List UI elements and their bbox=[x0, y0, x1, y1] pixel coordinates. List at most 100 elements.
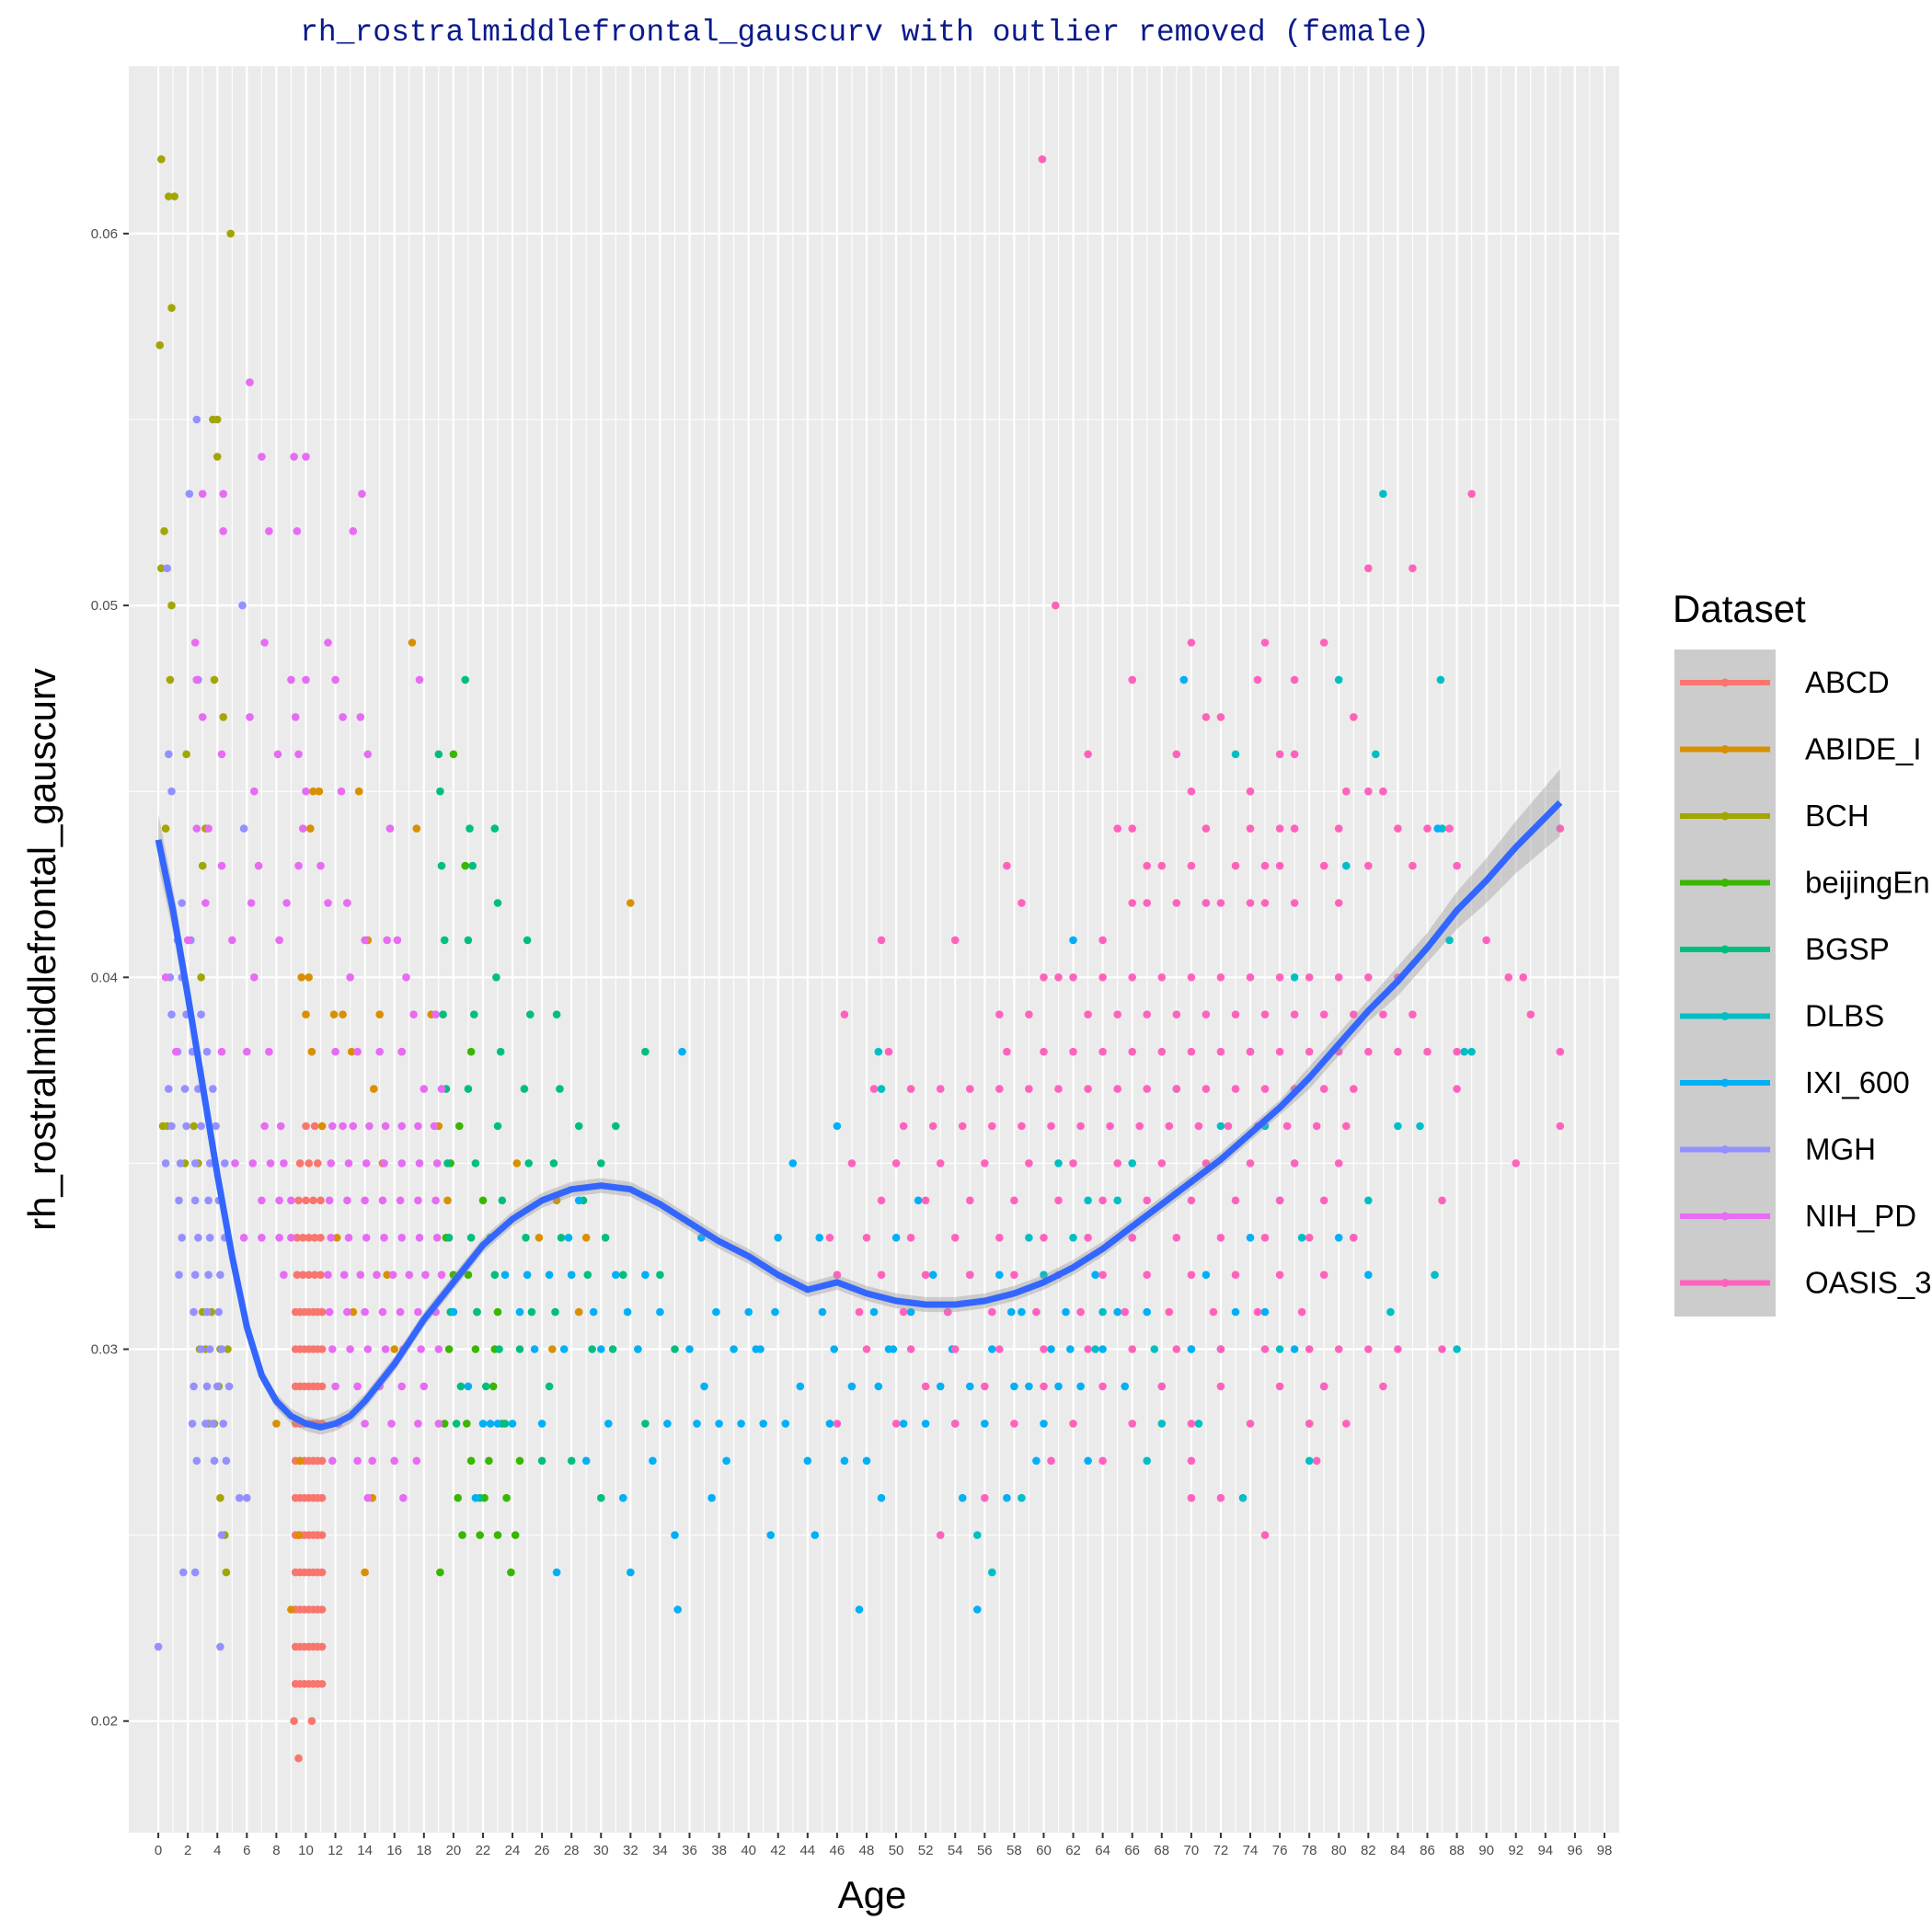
data-point bbox=[1305, 973, 1314, 982]
legend-title: Dataset bbox=[1673, 587, 1806, 630]
data-point bbox=[437, 861, 446, 870]
data-point bbox=[1512, 1159, 1520, 1167]
data-point bbox=[537, 1456, 546, 1466]
data-point bbox=[1290, 1010, 1299, 1018]
data-point bbox=[589, 1307, 598, 1317]
legend-item: beijingEn bbox=[1680, 866, 1930, 900]
data-point bbox=[1084, 1085, 1092, 1093]
data-point bbox=[476, 1531, 484, 1539]
data-point bbox=[1342, 1121, 1351, 1131]
data-point bbox=[564, 1234, 573, 1242]
data-point bbox=[588, 1345, 596, 1353]
x-tick-label: 32 bbox=[623, 1843, 638, 1858]
data-point bbox=[1246, 1234, 1255, 1242]
data-point bbox=[317, 1493, 327, 1502]
data-point bbox=[182, 1121, 190, 1131]
data-point bbox=[192, 824, 201, 833]
y-tick-label: 0.04 bbox=[91, 970, 118, 985]
data-point bbox=[1453, 1085, 1461, 1093]
data-point bbox=[1076, 1382, 1085, 1391]
data-point bbox=[502, 1493, 511, 1502]
x-tick-label: 50 bbox=[889, 1843, 904, 1858]
data-point bbox=[899, 1420, 908, 1428]
data-point bbox=[473, 1307, 481, 1317]
data-point bbox=[527, 1307, 536, 1317]
data-point bbox=[549, 1159, 558, 1167]
x-tick-label: 20 bbox=[446, 1843, 462, 1858]
legend-label: ABIDE_I bbox=[1805, 732, 1922, 766]
data-point bbox=[293, 1234, 302, 1242]
data-point bbox=[847, 1159, 857, 1167]
data-point bbox=[204, 1271, 213, 1279]
data-point bbox=[1106, 1121, 1114, 1131]
data-point bbox=[1157, 861, 1167, 870]
data-point bbox=[204, 1196, 213, 1205]
data-point bbox=[317, 1121, 327, 1131]
data-point bbox=[440, 1420, 449, 1428]
data-point bbox=[774, 1234, 782, 1242]
data-point bbox=[258, 1196, 266, 1205]
data-point bbox=[511, 1531, 520, 1539]
data-point bbox=[226, 229, 235, 238]
x-tick-label: 88 bbox=[1449, 1843, 1465, 1858]
data-point bbox=[276, 1121, 285, 1131]
data-point bbox=[1121, 1382, 1129, 1391]
data-point bbox=[1091, 1345, 1099, 1353]
data-point bbox=[217, 750, 226, 759]
data-point bbox=[855, 1605, 864, 1614]
data-point bbox=[1194, 1420, 1203, 1428]
data-point bbox=[254, 861, 263, 870]
data-point bbox=[1319, 1085, 1328, 1093]
data-point bbox=[1246, 1047, 1255, 1056]
data-point bbox=[950, 1420, 960, 1428]
data-point bbox=[464, 936, 473, 945]
data-point bbox=[444, 1345, 454, 1353]
legend-key-point bbox=[1720, 1212, 1730, 1221]
data-point bbox=[317, 1531, 327, 1539]
data-point bbox=[1231, 1196, 1240, 1205]
data-point bbox=[180, 1085, 190, 1093]
data-point bbox=[396, 1196, 405, 1205]
data-point bbox=[966, 1271, 974, 1279]
data-point bbox=[1216, 1234, 1225, 1242]
data-point bbox=[1187, 638, 1196, 647]
data-point bbox=[524, 1159, 533, 1167]
data-point bbox=[190, 1121, 198, 1131]
data-point bbox=[1157, 973, 1167, 982]
series-ABCD bbox=[290, 1121, 327, 1763]
data-point bbox=[297, 973, 306, 982]
data-point bbox=[328, 1456, 337, 1466]
x-tick-label: 2 bbox=[184, 1843, 191, 1858]
data-point bbox=[1260, 1307, 1270, 1317]
data-point bbox=[1054, 1196, 1063, 1205]
data-point bbox=[1202, 1271, 1211, 1279]
data-point bbox=[1187, 1271, 1196, 1279]
data-point bbox=[172, 1047, 180, 1056]
legend-key-point bbox=[1720, 745, 1730, 753]
data-point bbox=[574, 1121, 583, 1131]
data-point bbox=[1231, 1010, 1240, 1018]
data-point bbox=[361, 1568, 369, 1577]
data-point bbox=[167, 304, 176, 313]
data-point bbox=[906, 1345, 915, 1353]
data-point bbox=[1047, 1121, 1055, 1131]
data-point bbox=[1290, 973, 1299, 982]
data-point bbox=[567, 1456, 576, 1466]
data-point bbox=[317, 1568, 327, 1577]
data-point bbox=[877, 1493, 886, 1502]
data-point bbox=[1069, 1047, 1077, 1056]
data-point bbox=[995, 1345, 1004, 1353]
data-point bbox=[449, 750, 458, 759]
data-point bbox=[275, 1196, 283, 1205]
data-point bbox=[906, 1234, 915, 1242]
data-point bbox=[190, 1307, 198, 1317]
data-point bbox=[1187, 787, 1196, 796]
legend-item: IXI_600 bbox=[1680, 1065, 1910, 1099]
data-point bbox=[1394, 1047, 1402, 1056]
data-point bbox=[936, 1382, 945, 1391]
data-point bbox=[796, 1382, 805, 1391]
data-point bbox=[383, 1271, 392, 1279]
legend-item: BCH bbox=[1680, 799, 1869, 833]
data-point bbox=[877, 1085, 886, 1093]
data-point bbox=[204, 824, 213, 833]
